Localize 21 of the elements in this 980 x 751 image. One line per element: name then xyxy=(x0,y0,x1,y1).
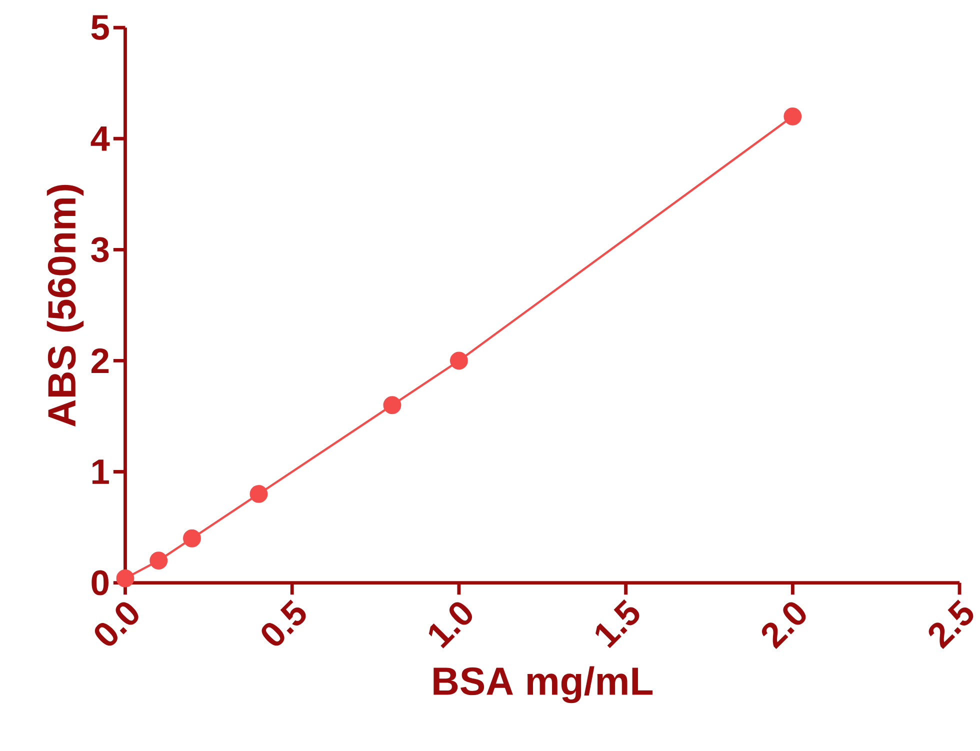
point xyxy=(450,352,468,370)
x-tick-label: 2.5 xyxy=(928,599,974,649)
x-tick-label: 0.0 xyxy=(94,602,138,646)
y-tick-label: 3 xyxy=(91,236,109,262)
point xyxy=(150,551,168,570)
point xyxy=(183,529,201,548)
x-tick-label: 1.0 xyxy=(428,602,472,648)
point xyxy=(383,396,402,414)
y-tick-label: 5 xyxy=(91,15,109,40)
y-tick-label: 0 xyxy=(92,570,108,596)
x-axis-title: BSA mg/mL xyxy=(434,666,652,703)
x-tick-label: 2.0 xyxy=(762,602,806,649)
x-tick-label: 0.5 xyxy=(262,599,306,646)
y-tick-label: 1 xyxy=(92,459,109,484)
x-tick-label: 1.5 xyxy=(596,599,640,648)
point xyxy=(116,569,134,588)
point xyxy=(784,107,802,126)
y-axis-title: ABS (560nm) xyxy=(46,184,84,426)
y-tick-label: 4 xyxy=(90,126,110,151)
point xyxy=(250,484,268,503)
y-tick-label: 2 xyxy=(91,348,109,373)
